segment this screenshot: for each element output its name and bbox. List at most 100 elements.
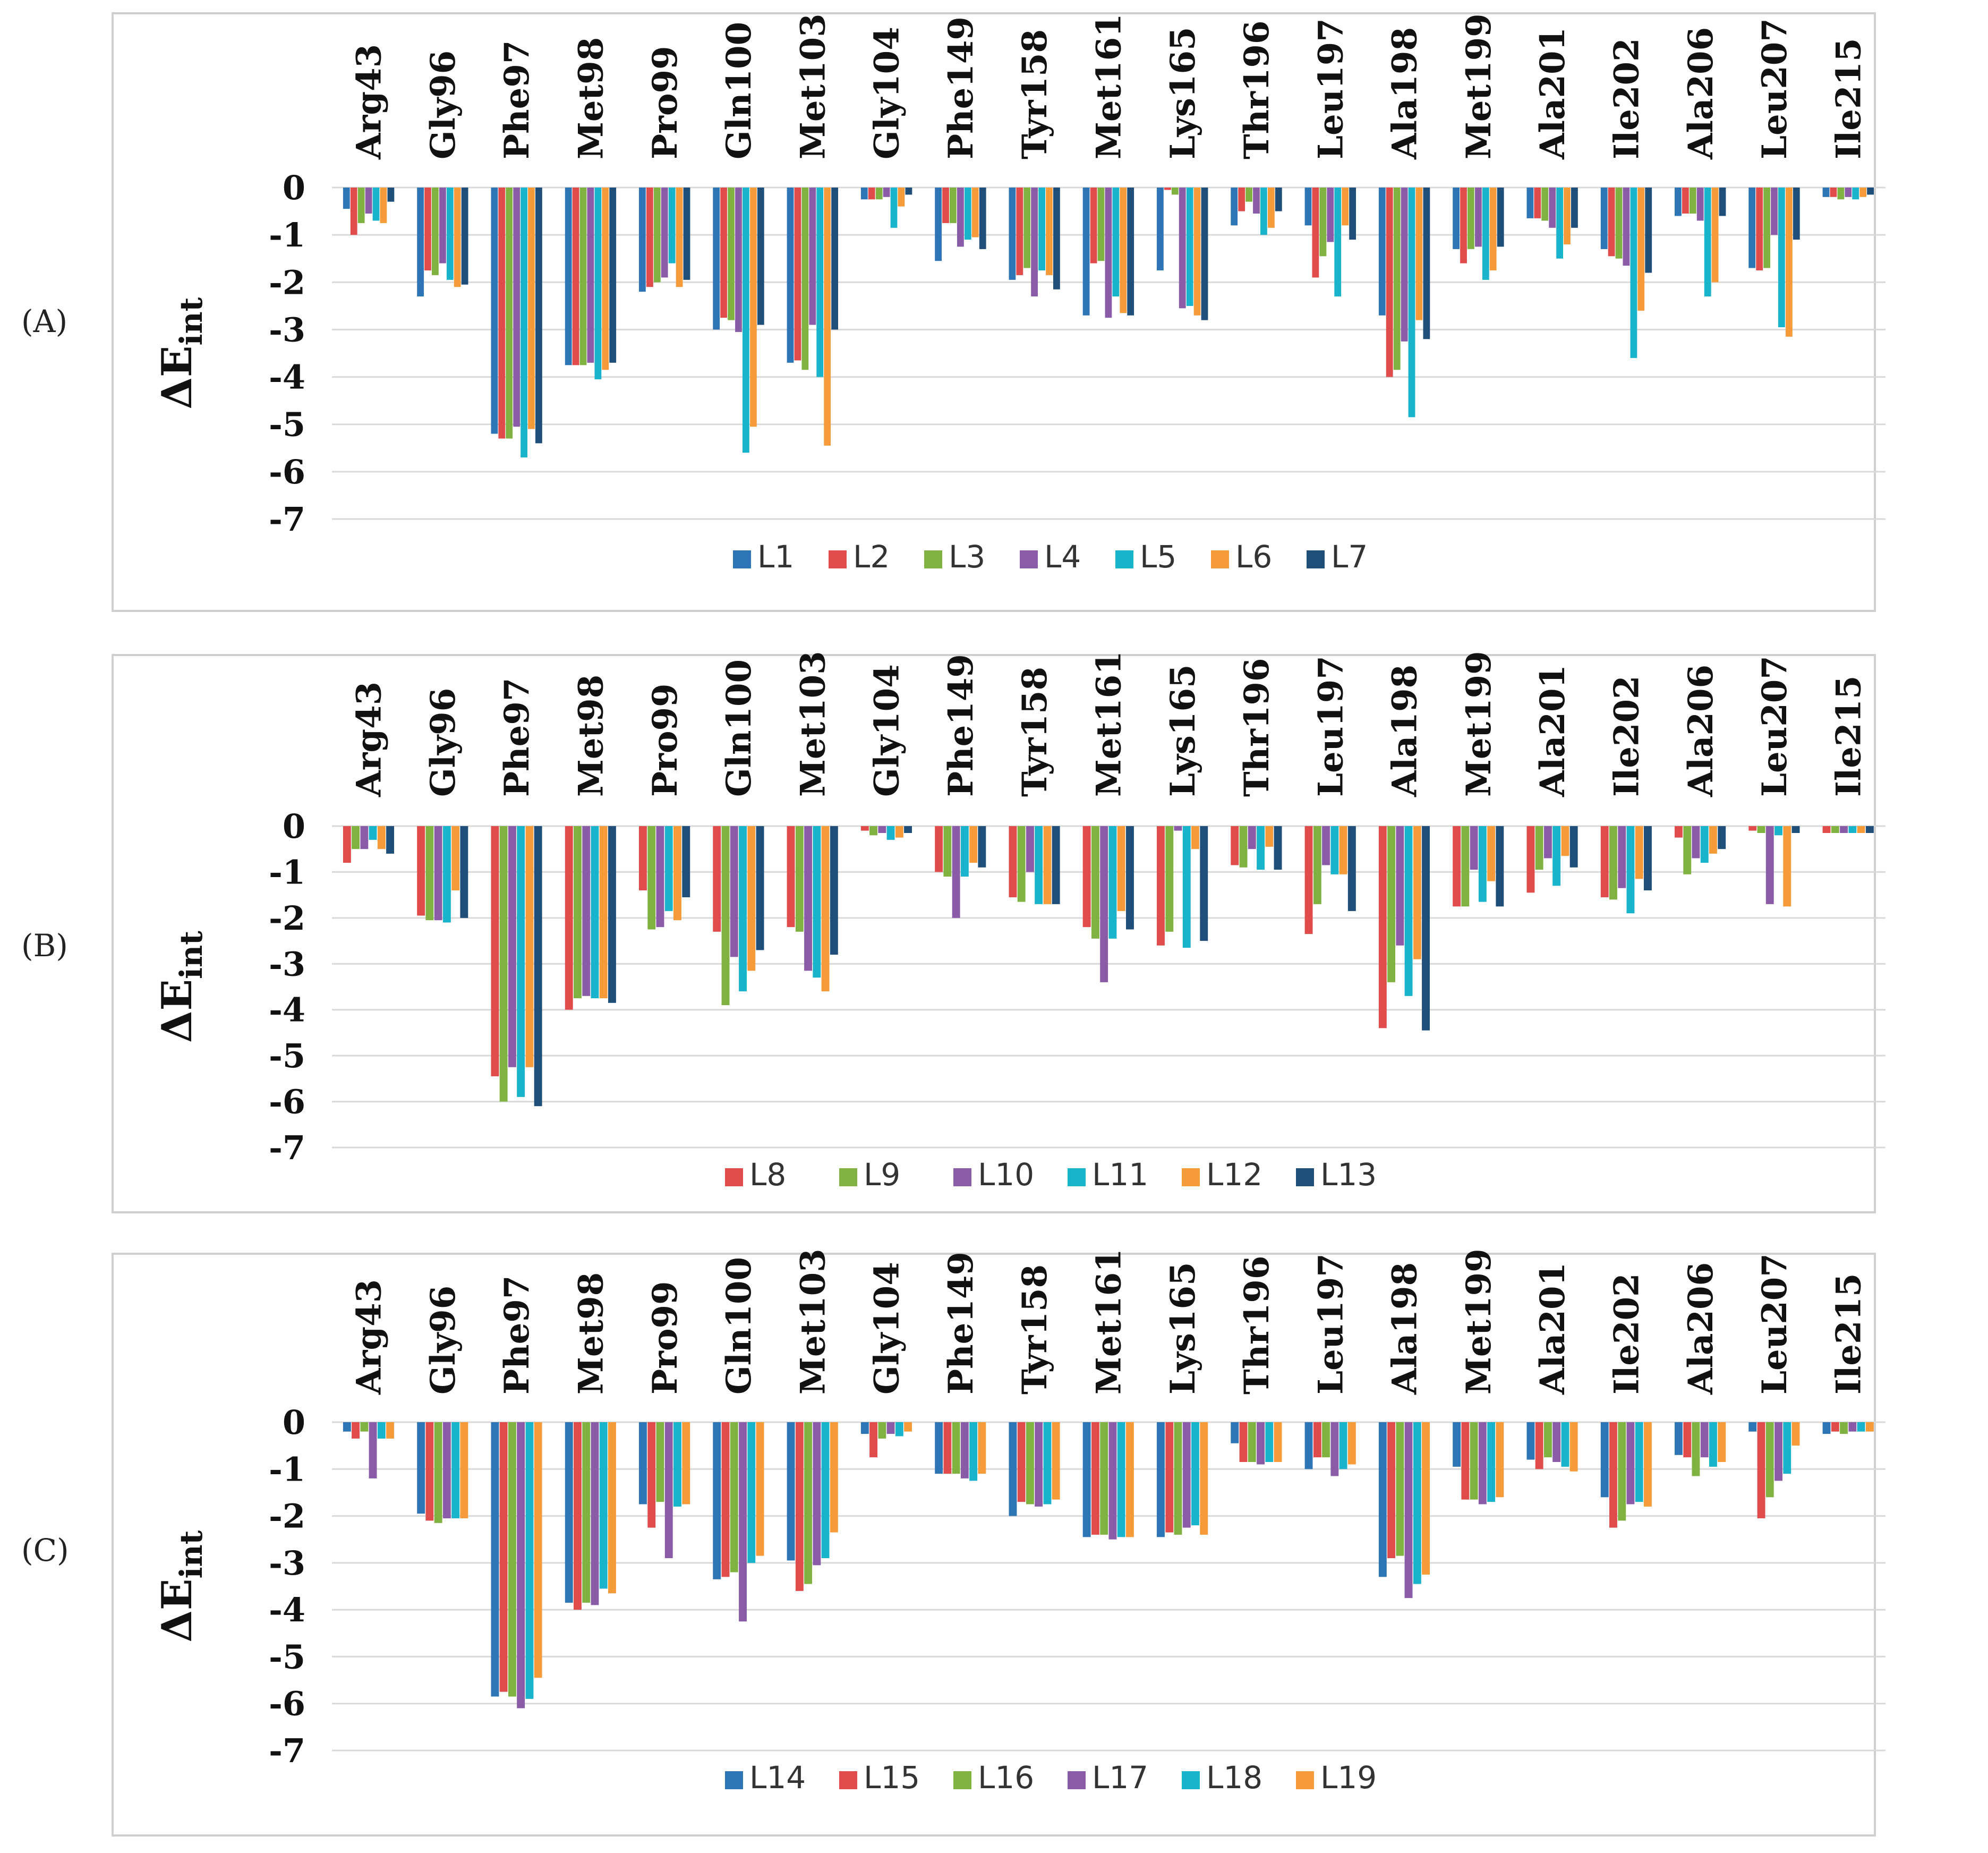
bar-L19-Arg43	[386, 1422, 394, 1439]
bar-L18-Leu207	[1783, 1422, 1791, 1474]
bar-L8-Lys165	[1157, 826, 1165, 946]
legend: L8 L9 L10 L11 L12 L13	[725, 1157, 1377, 1193]
category-label: Arg43	[349, 1279, 389, 1395]
bar-L11-Met103	[813, 826, 821, 978]
bar-L6-Thr196	[1268, 188, 1275, 228]
bar-L1-Gly96	[417, 188, 424, 296]
bar-L6-Ala206	[1711, 188, 1719, 283]
bar-L15-Pro99	[647, 1422, 656, 1528]
bar-L14-Gln100	[713, 1422, 721, 1579]
bar-L4-Met161	[1105, 188, 1112, 318]
bar-L13-Phe149	[978, 826, 986, 868]
legend-label: L12	[1206, 1157, 1262, 1193]
bar-L5-Gly104	[890, 188, 898, 228]
bar-L17-Leu207	[1774, 1422, 1782, 1481]
bar-L17-Ala201	[1552, 1422, 1561, 1462]
y-tick-label: 0	[283, 1403, 305, 1442]
legend-swatch	[1182, 1168, 1200, 1186]
legend-label: L18	[1206, 1760, 1262, 1796]
bar-L2-Gly104	[868, 188, 875, 200]
legend-swatch	[953, 1168, 971, 1186]
bar-L8-Phe149	[935, 826, 943, 872]
bar-L5-Gly96	[446, 188, 454, 280]
bar-L15-Ala201	[1535, 1422, 1543, 1469]
category-label: Gln100	[719, 22, 759, 159]
bar-L17-Met161	[1108, 1422, 1117, 1540]
bar-L17-Ile215	[1848, 1422, 1857, 1432]
bar-L7-Gly96	[461, 188, 468, 285]
bar-L17-Tyr158	[1035, 1422, 1043, 1507]
bar-L2-Met103	[794, 188, 801, 361]
bar-L17-Gly104	[886, 1422, 895, 1434]
bar-L4-Leu207	[1771, 188, 1778, 235]
bar-L3-Met161	[1097, 188, 1105, 261]
bar-L19-Met161	[1126, 1422, 1134, 1537]
category-label: Gln100	[719, 1257, 759, 1395]
bar-L7-Met98	[609, 188, 617, 363]
bar-L10-Tyr158	[1026, 826, 1034, 872]
series-L2	[350, 188, 1837, 439]
bar-L1-Pro99	[639, 188, 646, 292]
category-label: Pro99	[645, 683, 685, 797]
bar-L15-Phe149	[943, 1422, 952, 1474]
bar-L14-Ile215	[1822, 1422, 1831, 1434]
bar-L10-Arg43	[360, 826, 369, 849]
bar-L8-Pro99	[639, 826, 647, 890]
bar-L14-Phe149	[935, 1422, 943, 1474]
bar-L1-Phe97	[491, 188, 498, 434]
bar-L17-Phe149	[960, 1422, 969, 1478]
bar-L18-Phe97	[525, 1422, 534, 1699]
bar-L11-Lys165	[1182, 826, 1191, 948]
bar-L8-Ala206	[1675, 826, 1683, 838]
bar-L12-Ala201	[1561, 826, 1569, 856]
bar-L15-Met161	[1091, 1422, 1099, 1535]
legend-swatch	[1115, 550, 1133, 568]
bar-L2-Arg43	[350, 188, 357, 235]
bar-L10-Gly104	[878, 826, 886, 833]
bar-L17-Thr196	[1257, 1422, 1265, 1465]
legend-swatch	[725, 1168, 743, 1186]
y-tick-label: -7	[269, 500, 305, 539]
category-label: Arg43	[349, 44, 389, 160]
legend-label: L15	[864, 1760, 920, 1796]
bar-L15-Ile215	[1831, 1422, 1839, 1432]
series-L14	[343, 1422, 1831, 1697]
bar-L4-Gln100	[735, 188, 742, 332]
category-label: Phe149	[941, 16, 981, 159]
bar-L12-Leu207	[1783, 826, 1791, 907]
bar-L3-Lys165	[1171, 188, 1179, 195]
bar-L8-Ile215	[1822, 826, 1831, 833]
bar-L12-Phe149	[969, 826, 978, 863]
bar-L3-Arg43	[357, 188, 365, 223]
bar-L13-Met103	[830, 826, 838, 955]
series-L18	[377, 1422, 1865, 1699]
category-label: Gly104	[867, 664, 907, 797]
chart-panel-1: (B) ΔEint 0 -1 -2 -3 -4 -5 -6 -7 Arg43 Gly96 Phe97 Me…	[21, 651, 1885, 1213]
bar-L14-Ala201	[1526, 1422, 1535, 1460]
bar-L14-Met103	[787, 1422, 795, 1561]
bar-L7-Ala201	[1571, 188, 1578, 228]
category-label: Phe149	[941, 654, 981, 797]
legend-label: L19	[1320, 1760, 1377, 1796]
legend-swatch	[1068, 1168, 1086, 1186]
bar-L1-Met98	[565, 188, 572, 366]
bar-L14-Phe97	[491, 1422, 499, 1697]
category-label: Gly96	[423, 1286, 463, 1395]
bar-L10-Phe97	[508, 826, 516, 1067]
bar-L1-Ala198	[1378, 188, 1386, 316]
bar-L19-Lys165	[1200, 1422, 1208, 1535]
bar-L16-Pro99	[656, 1422, 664, 1502]
bar-L15-Ala198	[1387, 1422, 1395, 1558]
bar-L3-Met103	[801, 188, 809, 370]
bar-L16-Leu207	[1765, 1422, 1774, 1498]
bar-L16-Ala206	[1692, 1422, 1700, 1476]
bar-L19-Ile202	[1644, 1422, 1652, 1507]
legend-swatch	[733, 550, 751, 568]
bar-L11-Gly104	[886, 826, 895, 840]
bar-L8-Phe97	[491, 826, 499, 1076]
category-label: Thr196	[1237, 1256, 1277, 1395]
bar-L12-Met98	[599, 826, 608, 999]
bar-L14-Pro99	[639, 1422, 647, 1504]
bar-L5-Phe97	[521, 188, 527, 458]
bar-L19-Ala198	[1422, 1422, 1430, 1575]
